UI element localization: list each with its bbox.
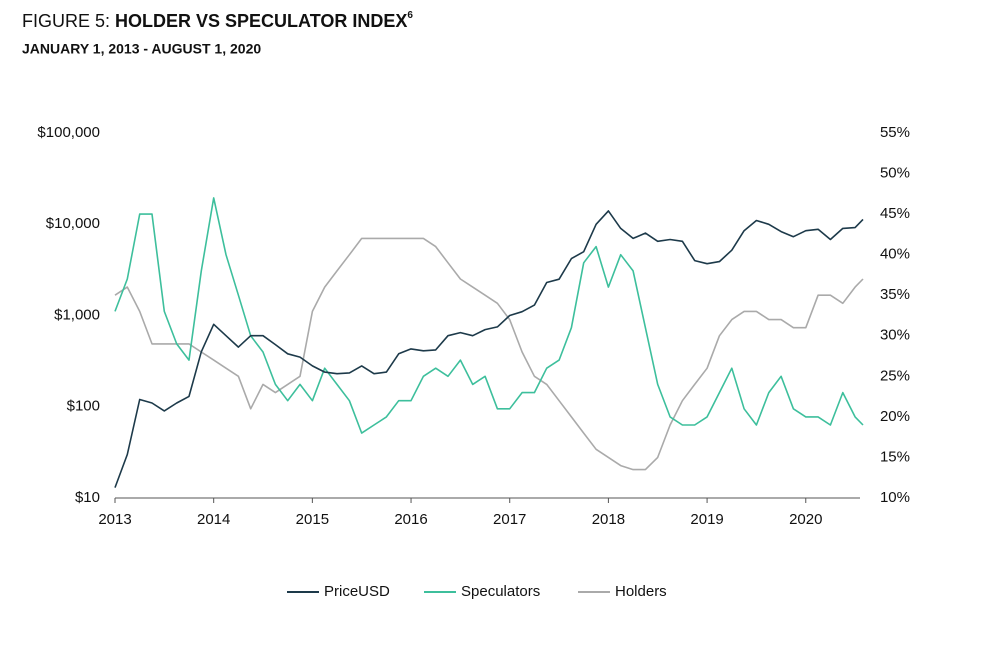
x-tick-label: 2015: [296, 511, 329, 528]
legend-label: Holders: [615, 583, 667, 600]
y-tick-label: $10,000: [46, 215, 100, 232]
y2-tick-label: 55%: [880, 124, 910, 141]
series-line: [114, 210, 864, 488]
x-tick-label: 2016: [394, 511, 427, 528]
y2-tick-label: 50%: [880, 165, 910, 182]
title-bold: HOLDER VS SPECULATOR INDEX: [115, 11, 407, 31]
y2-tick-label: 20%: [880, 408, 910, 425]
chart-subtitle: JANUARY 1, 2013 - AUGUST 1, 2020: [22, 41, 261, 57]
legend-label: PriceUSD: [324, 583, 390, 600]
x-tick-label: 2019: [690, 511, 723, 528]
x-tick-label: 2020: [789, 511, 822, 528]
y2-tick-label: 30%: [880, 327, 910, 344]
title-prefix: FIGURE 5:: [22, 11, 110, 31]
y-tick-label: $100,000: [37, 124, 100, 141]
y2-tick-label: 45%: [880, 205, 910, 222]
y-tick-label: $100: [67, 398, 100, 415]
y-tick-label: $10: [75, 489, 100, 506]
y2-tick-label: 10%: [880, 489, 910, 506]
series-line: [114, 237, 864, 471]
legend-label: Speculators: [461, 583, 540, 600]
x-tick-label: 2017: [493, 511, 526, 528]
x-tick-label: 2013: [98, 511, 131, 528]
y2-tick-label: 25%: [880, 367, 910, 384]
y2-tick-label: 40%: [880, 246, 910, 263]
series-line: [114, 197, 864, 434]
y2-tick-label: 15%: [880, 448, 910, 465]
y-tick-label: $1,000: [54, 306, 100, 323]
y2-tick-label: 35%: [880, 286, 910, 303]
x-tick-label: 2014: [197, 511, 230, 528]
chart-title: FIGURE 5: HOLDER VS SPECULATOR INDEX6: [22, 10, 413, 31]
title-note: 6: [407, 10, 413, 21]
x-tick-label: 2018: [592, 511, 625, 528]
